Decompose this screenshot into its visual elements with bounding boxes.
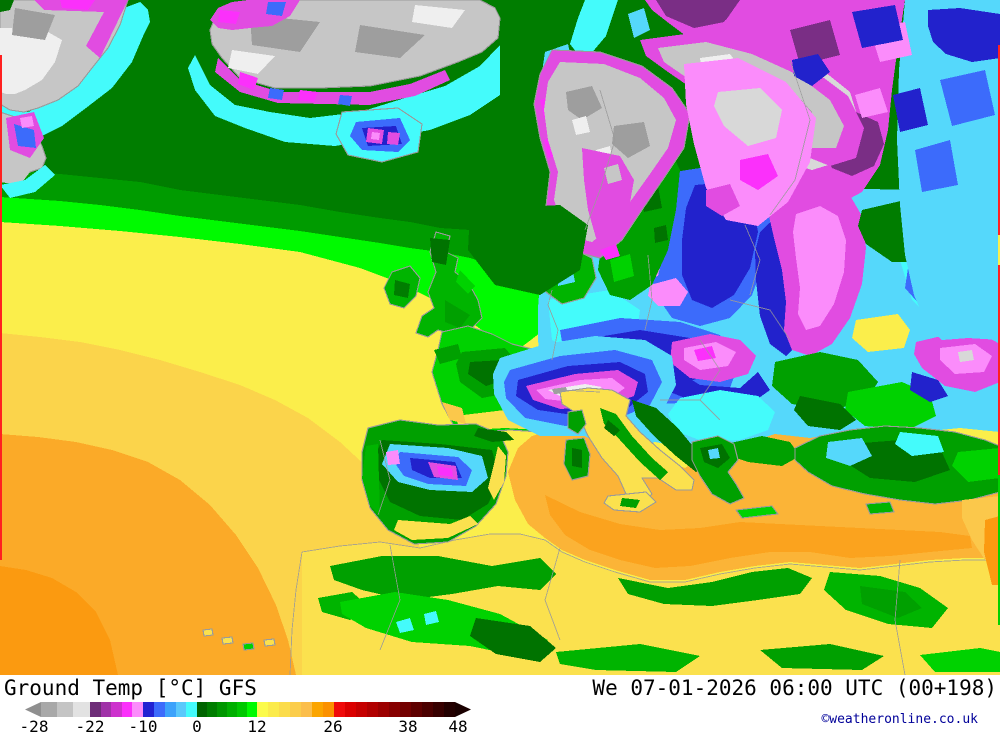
country-borders (377, 59, 906, 675)
africa-coastline (301, 533, 1000, 583)
scale-tick-label: 26 (323, 717, 343, 733)
scale-segment (176, 702, 186, 717)
iberia-region (361, 419, 514, 545)
scale-segment (165, 702, 176, 717)
scale-segment (356, 702, 367, 717)
north-africa-region (289, 533, 1000, 675)
scale-segment (41, 702, 57, 717)
scale-segment (143, 702, 154, 717)
scale-segment (227, 702, 237, 717)
scale-segment (73, 702, 90, 717)
greenland-region (0, 0, 150, 198)
scale-segment (207, 702, 217, 717)
map-edge-artifacts (0, 45, 1000, 625)
scale-segment (334, 702, 345, 717)
scale-segment (389, 702, 400, 717)
west-europe-region (361, 205, 1000, 585)
legend-bar: Ground Temp [°C] GFS We 07-01-2026 06:00… (0, 675, 1000, 733)
scale-segment (111, 702, 122, 717)
scale-segment (101, 702, 111, 717)
turkey-region (794, 425, 1000, 585)
scale-tick-label: 48 (448, 717, 468, 733)
map-title: Ground Temp [°C] GFS (4, 676, 257, 700)
scale-segment (122, 702, 132, 717)
canary-islands (202, 628, 276, 651)
scale-segment (132, 702, 143, 717)
scale-tick-label: -28 (19, 717, 49, 733)
scale-segment (433, 702, 444, 717)
scale-segment (247, 702, 257, 717)
scale-segment (411, 702, 422, 717)
scale-segment (197, 702, 207, 717)
faroes-region (335, 107, 423, 163)
scale-segment (217, 702, 227, 717)
scale-segment (444, 702, 455, 717)
scale-segment (378, 702, 389, 717)
scale-segment (400, 702, 411, 717)
scale-segment (57, 702, 73, 717)
scale-tick-label: 12 (247, 717, 267, 733)
scale-segment (268, 702, 279, 717)
forecast-datetime: We 07-01-2026 06:00 UTC (00+198) (592, 676, 997, 700)
scale-segment (367, 702, 378, 717)
scale-tick-label: 38 (398, 717, 418, 733)
copyright-link[interactable]: ©weatheronline.co.uk (821, 712, 978, 727)
temperature-map (0, 0, 1000, 675)
scale-segment (301, 702, 312, 717)
scale-segment (186, 702, 197, 717)
scale-segment (154, 702, 165, 717)
temperature-scale (25, 702, 471, 717)
scale-segment (323, 702, 334, 717)
scale-segment (422, 702, 433, 717)
scale-segment (90, 702, 101, 717)
map-area (0, 0, 1000, 675)
scale-tick-label: -22 (75, 717, 105, 733)
scandinavia-region (533, 0, 864, 305)
italy-region (559, 387, 695, 513)
scale-arrow-left (25, 702, 41, 717)
scale-segment (312, 702, 323, 717)
scale-tick-labels: -28 -22 -10 0 12 26 38 48 (0, 717, 1000, 733)
iceland-region (188, 0, 501, 146)
scale-segment (345, 702, 356, 717)
scale-tick-label: 0 (192, 717, 202, 733)
scale-segment (279, 702, 290, 717)
scale-segment (290, 702, 301, 717)
balkans-region (632, 400, 800, 519)
scale-arrow-right (455, 702, 471, 717)
scale-tick-label: -10 (128, 717, 158, 733)
scale-segment (257, 702, 268, 717)
scale-segment (237, 702, 247, 717)
